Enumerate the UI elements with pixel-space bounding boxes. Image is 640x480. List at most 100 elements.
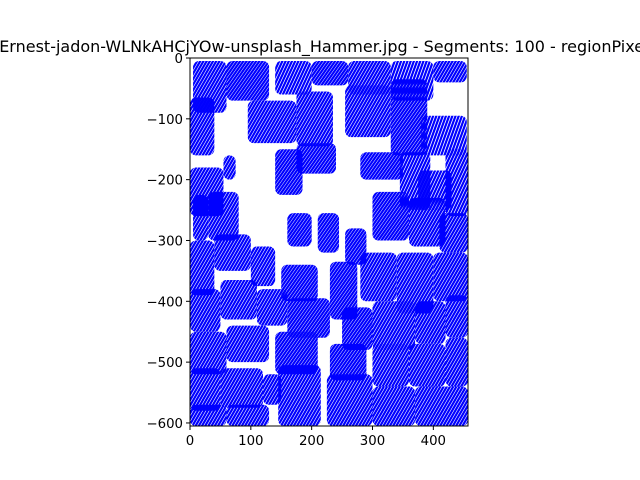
data-point-stroke bbox=[418, 170, 452, 211]
data-point-stroke bbox=[483, 174, 551, 292]
data-point-stroke bbox=[190, 368, 221, 411]
data-point-stroke bbox=[193, 194, 209, 241]
data-point-stroke bbox=[278, 365, 321, 426]
data-point-stroke bbox=[459, 4, 515, 158]
data-point-stroke bbox=[275, 331, 318, 375]
segment-region bbox=[223, 155, 236, 180]
data-point-stroke bbox=[348, 61, 390, 95]
data-point-stroke bbox=[82, 13, 167, 161]
data-point-stroke bbox=[445, 149, 468, 217]
data-point-stroke bbox=[226, 61, 270, 101]
data-point-stroke bbox=[372, 301, 416, 350]
data-point-stroke bbox=[287, 213, 312, 247]
data-point-stroke bbox=[208, 191, 239, 241]
segment-region bbox=[275, 61, 312, 95]
data-point-stroke bbox=[220, 368, 263, 408]
data-point-stroke bbox=[247, 100, 295, 144]
data-point-stroke bbox=[421, 115, 467, 156]
data-point-stroke bbox=[415, 386, 468, 426]
data-point-stroke bbox=[445, 295, 468, 338]
data-point-stroke bbox=[281, 264, 318, 302]
data-point-stroke bbox=[190, 289, 221, 332]
data-point-stroke bbox=[92, 13, 177, 161]
data-point-stroke bbox=[220, 368, 263, 408]
y-tick-label: −500 bbox=[146, 356, 183, 371]
data-point-stroke bbox=[329, 343, 367, 381]
data-point-stroke bbox=[465, 252, 468, 302]
data-point-stroke bbox=[278, 365, 321, 426]
data-point-stroke bbox=[360, 152, 403, 180]
data-point-stroke bbox=[486, 205, 569, 349]
data-point-stroke bbox=[360, 152, 403, 180]
data-point-stroke bbox=[296, 143, 336, 174]
data-point-stroke bbox=[372, 301, 416, 350]
data-point-stroke bbox=[345, 228, 367, 265]
data-point-stroke bbox=[455, 199, 552, 368]
data-point-stroke bbox=[396, 252, 434, 314]
segment-region bbox=[114, 148, 239, 285]
data-point-stroke bbox=[220, 280, 257, 320]
data-point-stroke bbox=[296, 143, 336, 174]
data-point-stroke bbox=[408, 197, 446, 247]
data-point-stroke bbox=[372, 191, 409, 241]
data-point-stroke bbox=[329, 343, 367, 381]
data-point-stroke bbox=[220, 368, 263, 408]
data-point-stroke bbox=[455, 386, 468, 426]
data-point-stroke bbox=[360, 152, 403, 180]
data-point-stroke bbox=[469, 326, 561, 480]
data-point-stroke bbox=[372, 386, 416, 426]
data-point-stroke bbox=[418, 170, 452, 211]
data-point-stroke bbox=[296, 91, 333, 147]
data-point-stroke bbox=[193, 61, 227, 113]
data-point-stroke bbox=[194, 404, 227, 426]
data-point-stroke bbox=[433, 252, 468, 302]
data-point-stroke bbox=[360, 152, 403, 180]
data-point-stroke bbox=[247, 100, 297, 144]
data-point-stroke bbox=[455, 252, 468, 302]
y-tick-label: 0 bbox=[175, 52, 183, 67]
data-point-stroke bbox=[506, 102, 582, 264]
data-point-stroke bbox=[296, 91, 333, 147]
data-point-stroke bbox=[329, 261, 358, 320]
data-point-stroke bbox=[311, 61, 349, 86]
data-point-stroke bbox=[326, 374, 373, 426]
data-point-stroke bbox=[278, 365, 321, 426]
y-tick-label: −100 bbox=[146, 113, 183, 128]
data-point-stroke bbox=[190, 289, 221, 332]
data-point-stroke bbox=[421, 115, 467, 156]
data-point-stroke bbox=[360, 152, 403, 180]
data-point-stroke bbox=[348, 61, 391, 95]
data-point-stroke bbox=[214, 234, 251, 271]
x-tick-label: 200 bbox=[299, 434, 324, 449]
data-point-stroke bbox=[493, 56, 551, 216]
data-point-stroke bbox=[415, 386, 468, 426]
data-point-stroke bbox=[476, 326, 568, 480]
data-point-stroke bbox=[421, 115, 453, 156]
data-point-stroke bbox=[114, 148, 193, 285]
data-point-stroke bbox=[476, 174, 544, 292]
data-point-stroke bbox=[360, 152, 403, 180]
data-point-stroke bbox=[96, 326, 169, 452]
data-point-stroke bbox=[190, 404, 227, 426]
data-point-stroke bbox=[281, 264, 318, 302]
data-point-stroke bbox=[311, 61, 349, 86]
data-point-stroke bbox=[474, 56, 532, 216]
data-point-stroke bbox=[390, 79, 428, 156]
data-point-stroke bbox=[275, 61, 312, 95]
segment-region bbox=[247, 100, 297, 144]
data-point-stroke bbox=[415, 301, 446, 344]
data-point-stroke bbox=[390, 61, 434, 101]
data-point-stroke bbox=[296, 143, 336, 174]
data-point-stroke bbox=[396, 252, 434, 314]
data-point-stroke bbox=[360, 252, 397, 302]
data-point-stroke bbox=[465, 124, 527, 256]
data-point-stroke bbox=[190, 240, 215, 296]
data-point-stroke bbox=[329, 261, 358, 320]
data-point-stroke bbox=[417, 386, 468, 426]
data-point-stroke bbox=[190, 167, 224, 217]
data-point-stroke bbox=[226, 404, 270, 426]
data-point-stroke bbox=[247, 100, 297, 144]
data-point-stroke bbox=[190, 240, 196, 296]
data-point-stroke bbox=[348, 61, 391, 95]
data-point-stroke bbox=[287, 298, 330, 338]
